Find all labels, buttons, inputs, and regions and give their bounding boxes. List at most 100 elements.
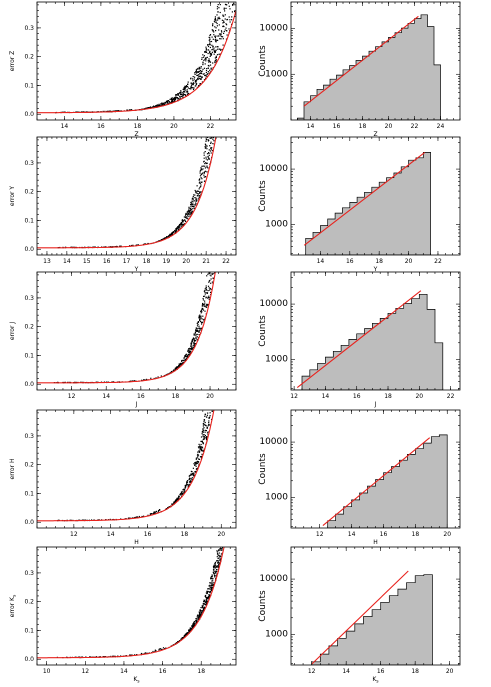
scatter-point <box>194 203 196 206</box>
scatter-point <box>180 90 182 92</box>
scatter-point <box>217 48 219 50</box>
scatter-point <box>181 226 183 228</box>
scatter-point <box>196 200 198 202</box>
scatter-point <box>204 165 206 167</box>
scatter-point <box>191 86 193 89</box>
scatter-point <box>194 622 196 624</box>
scatter-point <box>225 7 227 9</box>
scatter-point <box>168 235 170 237</box>
scatter-point <box>198 443 200 445</box>
scatter-point <box>186 481 189 483</box>
scatter-point <box>190 210 192 212</box>
scatter-point <box>181 490 183 493</box>
scatter-point <box>214 565 216 567</box>
scatter-point <box>208 139 210 141</box>
scatter-point <box>201 169 203 171</box>
scatter-point <box>189 483 191 485</box>
scatter-point <box>179 493 181 495</box>
scatter-point <box>198 450 200 452</box>
y-axis-label-main: error J <box>9 322 16 340</box>
scatter-point <box>180 225 182 227</box>
scatter-point <box>183 86 186 88</box>
scatter-point <box>186 480 188 482</box>
y-tick-label: 1000 <box>265 492 288 502</box>
scatter-point <box>204 176 206 178</box>
scatter-point <box>166 101 168 103</box>
scatter-point <box>207 290 209 292</box>
scatter-point <box>211 149 213 152</box>
scatter-point <box>199 182 201 184</box>
x-axis-label-main: K <box>133 676 138 683</box>
scatter-point <box>217 17 219 19</box>
scatter-point <box>199 175 202 177</box>
scatter-point <box>130 654 132 656</box>
scatter-point <box>180 494 182 496</box>
scatter-point <box>207 588 209 590</box>
scatter-point <box>216 551 218 553</box>
scatter-point <box>202 309 205 311</box>
scatter-point <box>204 300 206 302</box>
scatter-point <box>199 170 201 172</box>
scatter-point <box>218 549 220 551</box>
scatter-point <box>181 637 183 640</box>
scatter-point <box>216 6 219 8</box>
scatter-point <box>203 430 205 432</box>
x-tick-label: 14 <box>307 123 315 130</box>
scatter-point <box>184 359 186 361</box>
scatter-point <box>200 443 202 446</box>
scatter-point <box>211 584 213 586</box>
y-axis-label-main: error Y <box>9 186 16 206</box>
scatter-point <box>147 514 149 516</box>
scatter-point <box>215 55 217 57</box>
scatter-point <box>157 376 159 378</box>
scatter-point <box>215 46 217 48</box>
scatter-point <box>198 458 200 460</box>
scatter-point <box>206 296 208 298</box>
scatter-point <box>182 88 184 90</box>
scatter-point <box>189 210 191 212</box>
scatter-point <box>188 212 190 214</box>
y-tick-label: 0.2 <box>24 462 34 469</box>
x-tick-label: 18 <box>412 531 420 538</box>
scatter-point <box>208 295 210 297</box>
scatter-point <box>213 49 215 51</box>
scatter-point <box>209 51 211 53</box>
scatter-point <box>203 607 205 610</box>
scatter-point <box>175 230 177 232</box>
scatter-point <box>140 652 143 655</box>
scatter-point <box>207 431 209 433</box>
scatter-point <box>191 212 193 214</box>
scatter-point <box>212 273 214 275</box>
scatter-point <box>219 548 221 550</box>
scatter-point <box>196 615 198 617</box>
scatter-point <box>197 78 199 80</box>
scatter-point <box>200 66 202 68</box>
scatter-point <box>208 58 210 60</box>
scatter-point <box>209 415 211 417</box>
scatter-point <box>195 71 197 73</box>
scatter-point <box>193 206 195 208</box>
scatter-point <box>208 588 210 590</box>
scatter-point <box>196 457 198 459</box>
scatter-point <box>207 44 209 46</box>
scatter-point <box>188 209 190 211</box>
scatter-point <box>198 616 200 618</box>
scatter-point <box>210 148 212 150</box>
y-axis-label: error H <box>9 459 16 480</box>
scatter-point <box>200 312 202 314</box>
scatter-point <box>138 515 140 518</box>
scatter-point <box>187 90 189 93</box>
x-tick-label: 18 <box>375 258 383 265</box>
x-tick-label: 18 <box>359 123 367 130</box>
scatter-point <box>212 577 214 580</box>
scatter-point <box>110 655 112 657</box>
x-tick-label: 16 <box>144 531 152 538</box>
scatter-point <box>199 192 201 194</box>
x-tick-label: 22 <box>447 393 455 400</box>
scatter-point <box>212 582 214 584</box>
x-axis-label: H <box>134 539 139 546</box>
x-tick-label: 21 <box>202 258 210 265</box>
scatter-point <box>232 3 234 6</box>
scatter-point <box>211 576 213 578</box>
